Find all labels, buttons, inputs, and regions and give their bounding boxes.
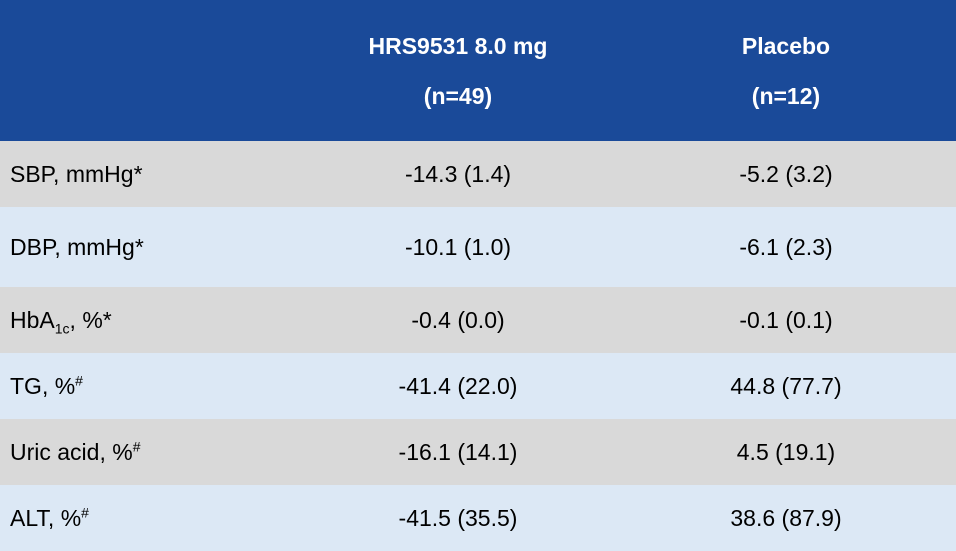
row-label: ALT, %# — [10, 503, 89, 531]
header-treatment: HRS9531 8.0 mg (n=49) — [300, 0, 616, 141]
placebo-value: 4.5 (19.1) — [736, 438, 836, 465]
header-empty-cell — [0, 0, 300, 141]
treatment-value: -10.1 (1.0) — [404, 233, 512, 260]
table-row: Uric acid, %# -16.1 (14.1) 4.5 (19.1) — [0, 419, 956, 485]
table-row: DBP, mmHg* -10.1 (1.0) -6.1 (2.3) — [0, 207, 956, 287]
row-label: Uric acid, %# — [10, 437, 141, 465]
table-row: SBP, mmHg* -14.3 (1.4) -5.2 (3.2) — [0, 141, 956, 207]
header-treatment-name: HRS9531 8.0 mg — [368, 32, 548, 59]
table-row: HbA1c, %* -0.4 (0.0) -0.1 (0.1) — [0, 287, 956, 353]
placebo-value: -5.2 (3.2) — [739, 160, 833, 187]
placebo-value: 44.8 (77.7) — [730, 372, 842, 399]
placebo-value: -6.1 (2.3) — [739, 233, 833, 260]
row-label: HbA1c, %* — [10, 306, 112, 337]
row-label: SBP, mmHg* — [10, 160, 143, 187]
treatment-value: -41.5 (35.5) — [398, 504, 518, 531]
table-header: HRS9531 8.0 mg (n=49) Placebo (n=12) — [0, 0, 956, 141]
table-row: TG, %# -41.4 (22.0) 44.8 (77.7) — [0, 353, 956, 419]
header-treatment-n: (n=49) — [423, 82, 493, 109]
placebo-value: -0.1 (0.1) — [739, 306, 833, 333]
treatment-value: -14.3 (1.4) — [404, 160, 512, 187]
table-row: ALT, %# -41.5 (35.5) 38.6 (87.9) — [0, 485, 956, 551]
treatment-value: -41.4 (22.0) — [398, 372, 518, 399]
treatment-value: -0.4 (0.0) — [411, 306, 505, 333]
row-label: DBP, mmHg* — [10, 233, 144, 260]
treatment-value: -16.1 (14.1) — [398, 438, 518, 465]
placebo-value: 38.6 (87.9) — [730, 504, 842, 531]
row-label: TG, %# — [10, 371, 83, 399]
header-placebo: Placebo (n=12) — [616, 0, 956, 141]
header-placebo-n: (n=12) — [751, 82, 821, 109]
header-placebo-name: Placebo — [741, 32, 831, 59]
